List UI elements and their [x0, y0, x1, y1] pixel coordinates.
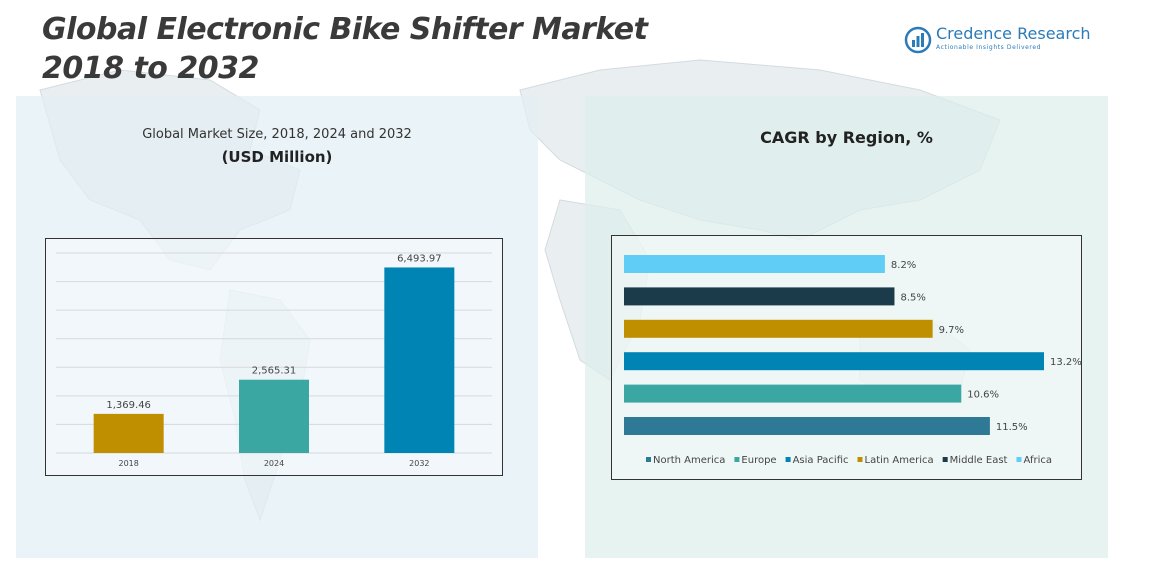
logo-name: Credence Research [936, 24, 1091, 43]
market-size-bar-chart: 1,369.46 2018 2,565.31 2024 6,493.97 2032 [56, 252, 492, 468]
legend-entry: Latin America [865, 455, 934, 466]
bar-2018 [93, 413, 164, 453]
legend-swatch [942, 457, 948, 462]
cagr-title: CAGR by Region, % [760, 128, 933, 147]
legend-swatch [785, 457, 791, 462]
market-size-unit: (USD Million) [221, 148, 333, 166]
hbar-value-label: 8.2% [891, 260, 916, 271]
hbar-value-label: 10.6% [967, 390, 999, 401]
cagr-chart-frame: 8.2% 8.5% 9.7% 13.2% 10.6% 11.5% North America… [611, 235, 1082, 480]
legend-entry: Asia Pacific [793, 455, 849, 466]
legend-entry: Europe [741, 455, 776, 466]
hbar-north-america [624, 417, 990, 435]
hbar-value-label: 9.7% [939, 325, 964, 336]
hbar-latin-america [624, 319, 933, 338]
hbar-asia-pacific [624, 352, 1044, 371]
bar-2032 [384, 267, 455, 453]
bar-value-label: 1,369.46 [106, 400, 151, 411]
legend-entry: Africa [1023, 455, 1052, 466]
legend-entry: North America [653, 455, 725, 466]
bar-value-label: 2,565.31 [252, 366, 297, 377]
cagr-bar-chart: 8.2% 8.5% 9.7% 13.2% 10.6% 11.5% North America… [624, 255, 1082, 466]
x-tick-label: 2018 [118, 459, 138, 468]
bar-2024 [239, 379, 309, 453]
company-logo: Credence Research Actionable Insights De… [904, 24, 1094, 58]
bar-chart-logo-icon [904, 26, 932, 54]
legend-entry: Middle East [950, 455, 1008, 466]
hbar-value-label: 13.2% [1050, 357, 1081, 368]
title-line-1: Global Electronic Bike Shifter Market [42, 12, 648, 47]
market-size-chart-frame: 1,369.46 2018 2,565.31 2024 6,493.97 2032 [45, 238, 503, 476]
hbar-value-label: 8.5% [900, 292, 925, 303]
hbar-africa [624, 255, 885, 273]
title-line-2: 2018 to 2032 [42, 51, 259, 86]
logo-tagline: Actionable Insights Delivered [936, 44, 1042, 51]
x-tick-label: 2032 [409, 459, 429, 468]
legend-swatch [857, 457, 863, 462]
legend-swatch [1016, 457, 1022, 462]
page-title: Global Electronic Bike Shifter Market 20… [42, 10, 648, 88]
legend-swatch [646, 457, 651, 462]
hbar-europe [624, 384, 962, 403]
legend-swatch [734, 457, 740, 462]
hbar-middle-east [624, 287, 895, 306]
bar-value-label: 6,493.97 [397, 253, 442, 264]
market-size-subtitle: Global Market Size, 2018, 2024 and 2032 [142, 127, 412, 142]
hbar-value-label: 11.5% [996, 422, 1028, 433]
x-tick-label: 2024 [264, 459, 284, 468]
